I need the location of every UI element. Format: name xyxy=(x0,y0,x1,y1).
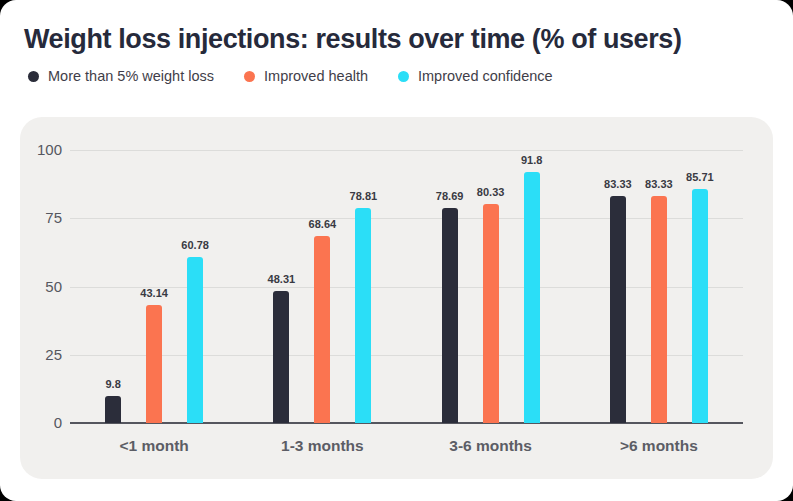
legend-item: Improved health xyxy=(244,68,368,84)
x-category-label: >6 months xyxy=(575,437,743,455)
chart-panel: 0 25 50 75 100 9.8 43.14 60.78 48.31 68.64 78.81 78… xyxy=(20,117,773,479)
bar-value-label: 60.78 xyxy=(181,239,209,251)
bar-group: 48.31 68.64 78.81 xyxy=(273,208,371,423)
bar-value-label: 78.69 xyxy=(436,190,464,202)
bar-value-label: 48.31 xyxy=(268,273,296,285)
bar-value-label: 9.8 xyxy=(105,378,120,390)
legend-item: Improved confidence xyxy=(398,68,553,84)
plot-area: 02550751009.843.1460.7848.3168.6478.8178… xyxy=(70,150,743,423)
legend-label: Improved health xyxy=(264,68,368,84)
bar-value-label: 83.33 xyxy=(604,178,632,190)
legend-item: More than 5% weight loss xyxy=(28,68,214,84)
bar: 80.33 xyxy=(483,204,499,423)
bar-value-label: 78.81 xyxy=(350,190,378,202)
x-category-label: <1 month xyxy=(70,437,238,455)
bar-value-label: 85.71 xyxy=(686,171,714,183)
chart-title: Weight loss injections: results over tim… xyxy=(24,24,682,55)
x-category-label: 1-3 months xyxy=(238,437,406,455)
x-axis-labels: <1 month1-3 months3-6 months>6 months xyxy=(70,437,743,455)
chart-card: Weight loss injections: results over tim… xyxy=(0,0,793,501)
bar-value-label: 68.64 xyxy=(309,218,337,230)
bar-group: 9.8 43.14 60.78 xyxy=(105,257,203,423)
bar: 78.81 xyxy=(355,208,371,423)
bar: 9.8 xyxy=(105,396,121,423)
y-tick-label: 100 xyxy=(24,141,62,159)
legend-dot-icon xyxy=(244,71,255,82)
y-tick-label: 25 xyxy=(24,346,62,364)
bar-value-label: 43.14 xyxy=(140,287,168,299)
bar: 60.78 xyxy=(187,257,203,423)
legend-label: More than 5% weight loss xyxy=(48,68,214,84)
legend-dot-icon xyxy=(398,71,409,82)
legend-dot-icon xyxy=(28,71,39,82)
bar-group: 83.33 83.33 85.71 xyxy=(610,189,708,423)
bar: 83.33 xyxy=(610,196,626,423)
bar-value-label: 83.33 xyxy=(645,178,673,190)
bar: 68.64 xyxy=(314,236,330,423)
bar: 85.71 xyxy=(692,189,708,423)
legend-label: Improved confidence xyxy=(418,68,553,84)
bar-value-label: 91.8 xyxy=(521,154,542,166)
bar: 48.31 xyxy=(273,291,289,423)
y-tick-label: 75 xyxy=(24,209,62,227)
y-tick-label: 0 xyxy=(24,414,62,432)
bar: 43.14 xyxy=(146,305,162,423)
legend: More than 5% weight loss Improved health I… xyxy=(28,68,553,84)
bar-value-label: 80.33 xyxy=(477,186,505,198)
bar-group: 78.69 80.33 91.8 xyxy=(442,172,540,423)
bar: 78.69 xyxy=(442,208,458,423)
bar: 91.8 xyxy=(524,172,540,423)
y-tick-label: 50 xyxy=(24,278,62,296)
bar: 83.33 xyxy=(651,196,667,423)
bars-layer: 9.8 43.14 60.78 48.31 68.64 78.81 78.69 80.33 91… xyxy=(70,150,743,423)
x-category-label: 3-6 months xyxy=(407,437,575,455)
